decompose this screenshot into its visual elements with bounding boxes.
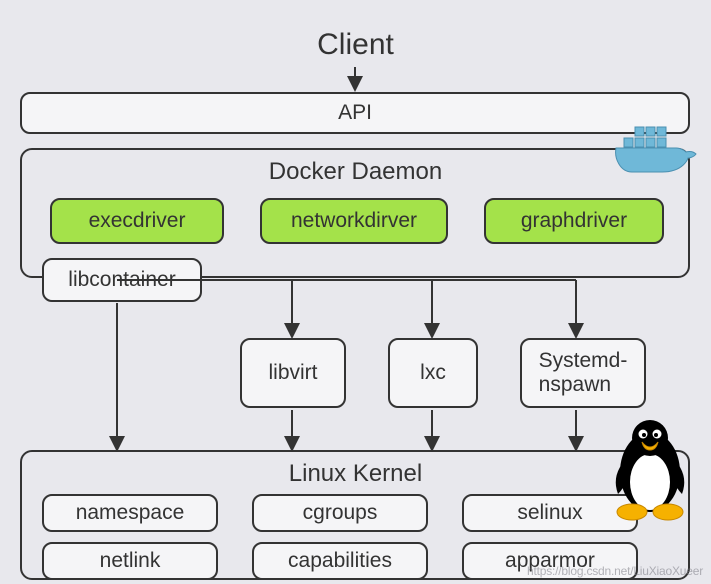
netlink-box: netlink bbox=[42, 542, 218, 580]
networkdriver-box: networkdirver bbox=[260, 198, 448, 244]
capabilities-box: capabilities bbox=[252, 542, 428, 580]
libvirt-box: libvirt bbox=[240, 338, 346, 408]
lxc-box: lxc bbox=[388, 338, 478, 408]
execdriver-box: execdriver bbox=[50, 198, 224, 244]
watermark: https://blog.csdn.net/LiuXiaoXueer bbox=[527, 564, 703, 578]
systemd-nspawn-box: Systemd- nspawn bbox=[520, 338, 646, 408]
namespace-box: namespace bbox=[42, 494, 218, 532]
diagram-canvas: Client API Docker Daemon execdriver netw… bbox=[0, 0, 711, 584]
daemon-title: Docker Daemon bbox=[0, 158, 711, 186]
tux-penguin-icon bbox=[602, 412, 698, 524]
graphdriver-box: graphdriver bbox=[484, 198, 664, 244]
libcontainer-box: libcontainer bbox=[42, 258, 202, 302]
api-box: API bbox=[20, 92, 690, 134]
cgroups-box: cgroups bbox=[252, 494, 428, 532]
docker-whale-icon bbox=[610, 118, 702, 178]
client-title: Client bbox=[0, 28, 711, 62]
